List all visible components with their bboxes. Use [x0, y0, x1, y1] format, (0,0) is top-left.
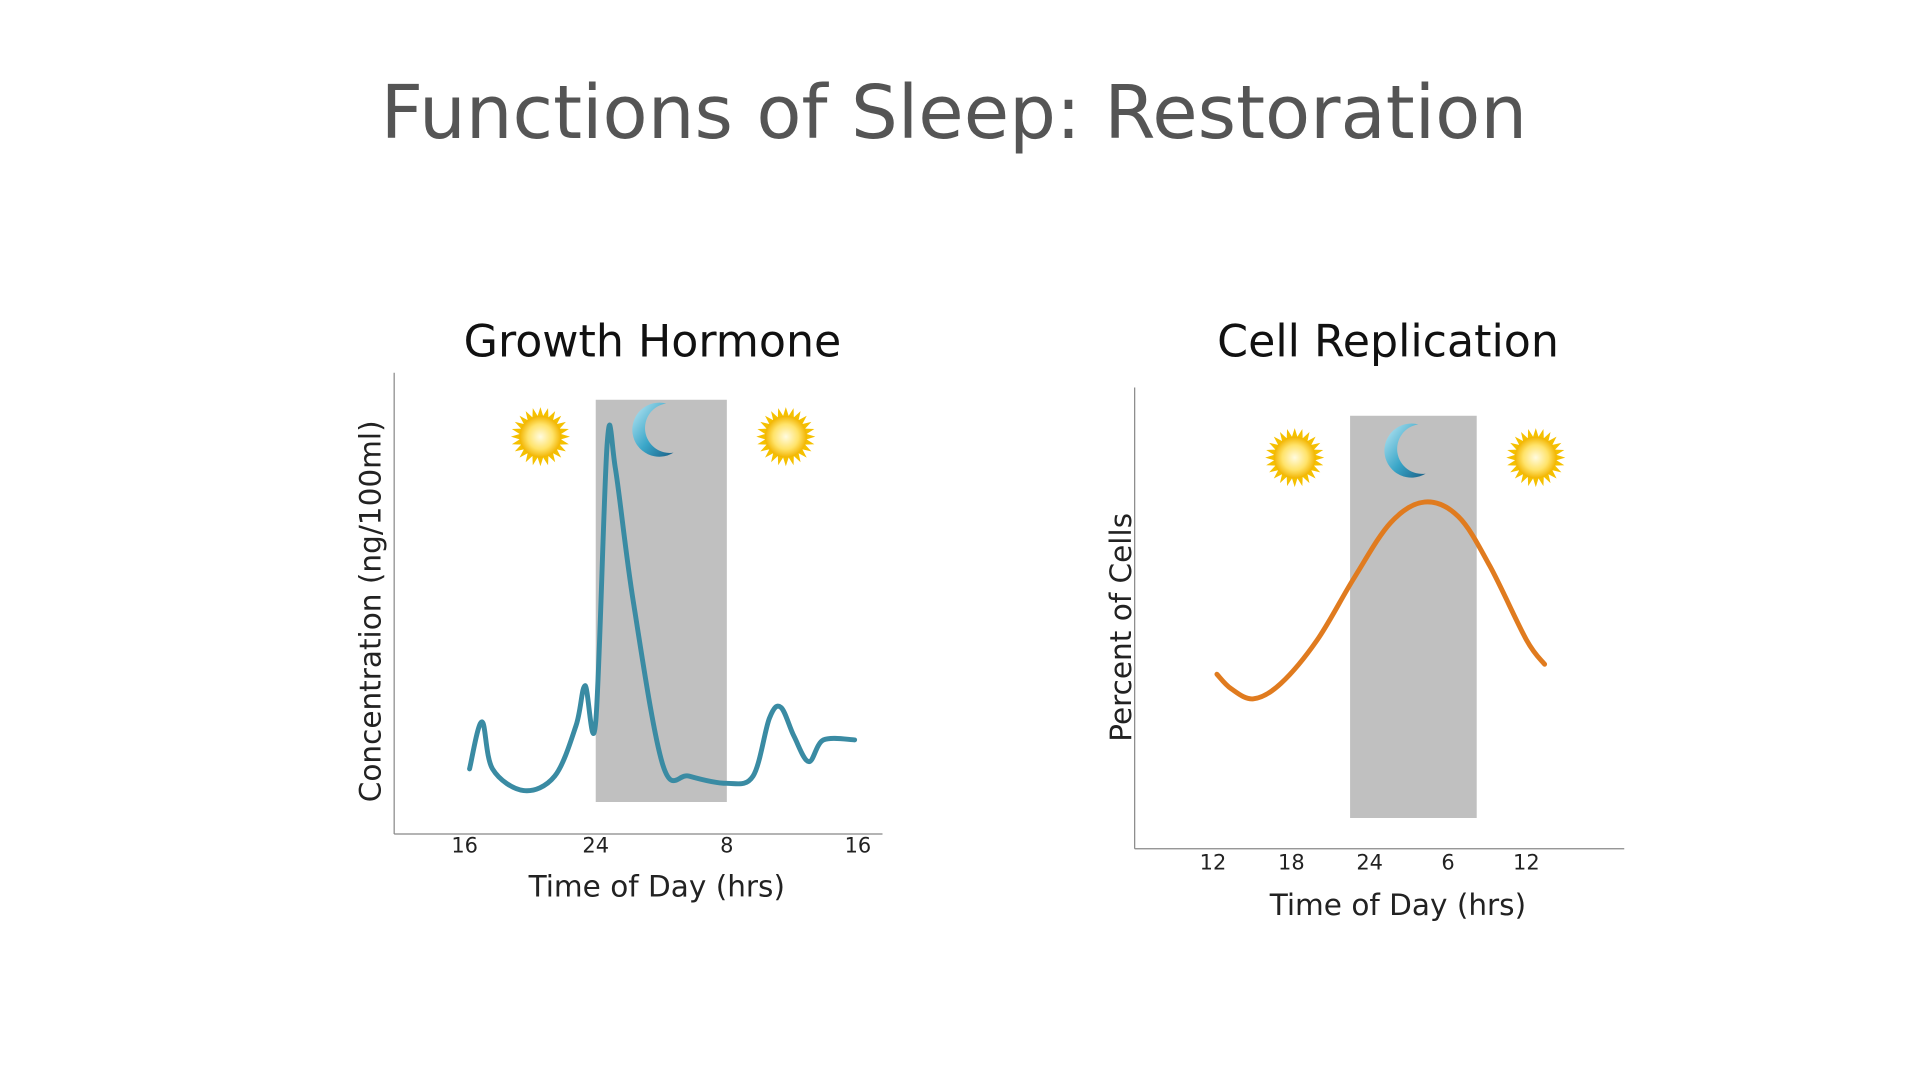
moon	[632, 402, 674, 457]
sun	[519, 415, 562, 458]
chart-title: Cell Replication	[1217, 316, 1559, 367]
slide-title: Functions of Sleep: Restoration	[381, 70, 1528, 156]
x-tick-label: 8	[720, 833, 733, 857]
data-line	[1214, 499, 1548, 702]
data-line	[467, 422, 858, 794]
x-tick-label: 18	[1278, 851, 1305, 875]
y-axis-label: Percent of Cells	[1104, 513, 1138, 742]
sun	[764, 415, 807, 458]
x-tick-label: 6	[1441, 851, 1454, 875]
sun	[1514, 436, 1557, 479]
sun	[1273, 436, 1316, 479]
x-tick-label: 12	[1200, 851, 1227, 875]
moon	[1384, 423, 1426, 478]
x-tick-label: 16	[845, 833, 872, 857]
x-tick-label: 12	[1513, 851, 1540, 875]
chart-title: Growth Hormone	[464, 316, 842, 367]
x-tick-label: 24	[1356, 851, 1383, 875]
night-shade	[1350, 415, 1477, 818]
y-axis-label: Concentration (ng/100ml)	[354, 420, 388, 802]
x-axis-label: Time of Day (hrs)	[528, 870, 785, 904]
x-axis-label: Time of Day (hrs)	[1269, 888, 1526, 922]
x-tick-label: 24	[582, 833, 609, 857]
x-tick-label: 16	[451, 833, 478, 857]
